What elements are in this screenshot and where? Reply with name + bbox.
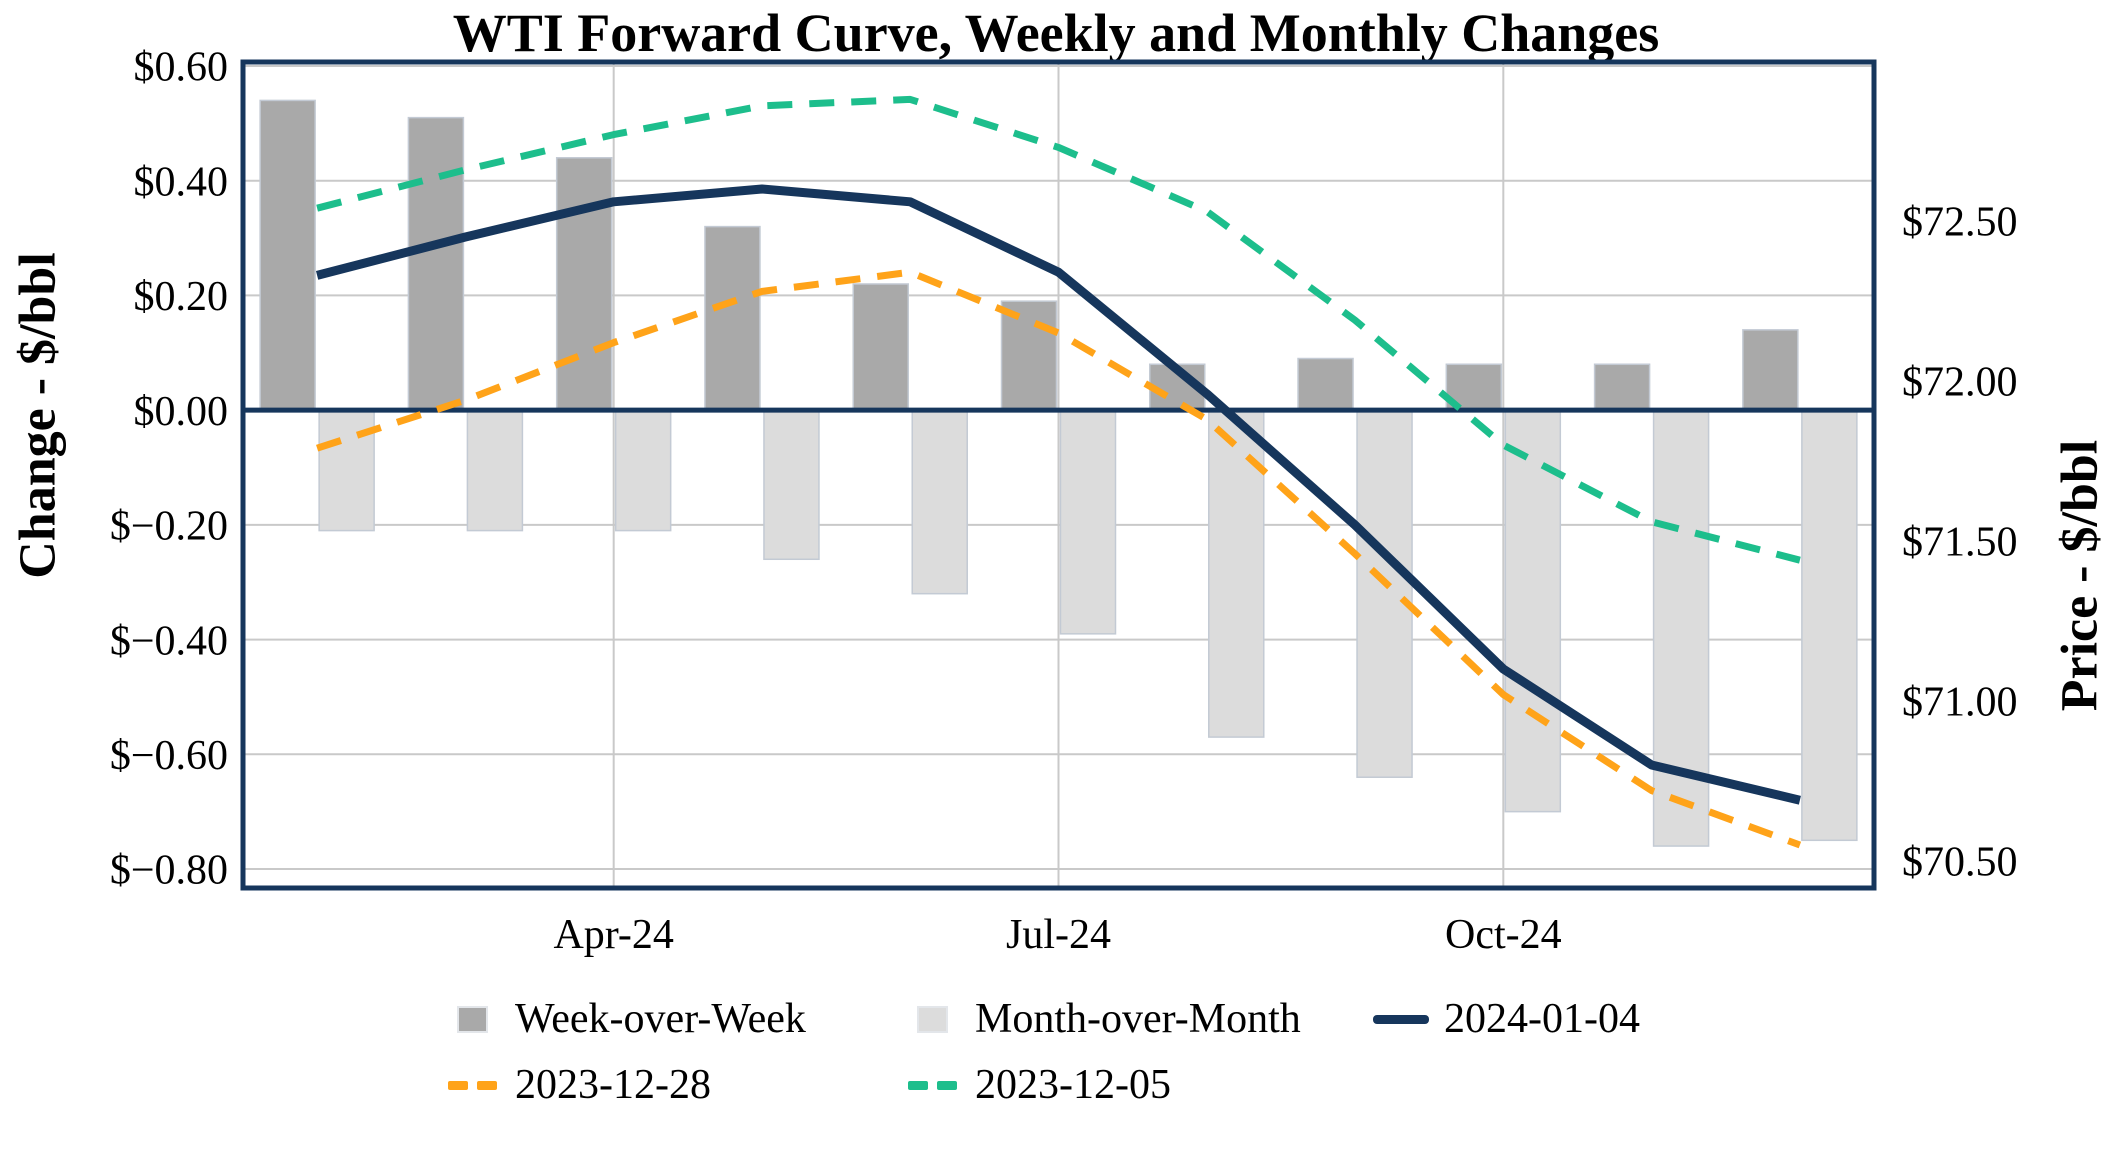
wow-bar: [1742, 329, 1799, 411]
mom-bar: [911, 409, 968, 595]
green-dash-swatch-icon: [903, 1080, 961, 1090]
mom-bar: [1801, 409, 1858, 842]
solid-line-swatch-icon: [1372, 1014, 1430, 1024]
left-axis-tick-label: $0.00: [134, 389, 229, 435]
legend-label: Week-over-Week: [515, 996, 806, 1042]
legend-label: 2023-12-28: [515, 1062, 711, 1108]
legend-item-month-over-month: Month-over-Month: [903, 993, 1301, 1045]
mom-bar: [614, 409, 672, 532]
series-line-2024-01-04: [315, 184, 1801, 805]
left-axis-tick-label: $−0.80: [110, 848, 228, 894]
legend-label: 2024-01-04: [1444, 996, 1640, 1042]
right-axis-tick-label: $70.50: [1902, 840, 2018, 886]
x-axis-tick-label: Oct-24: [1445, 912, 1562, 958]
legend-item-2024-01-04: 2024-01-04: [1372, 993, 1640, 1045]
wow-bar: [852, 283, 909, 411]
wow-bar: [259, 99, 316, 411]
left-axis-tick-label: $−0.40: [110, 618, 228, 664]
plot-frame: [240, 59, 1877, 891]
wow-bar: [555, 157, 613, 411]
left-axis-tick-label: $0.40: [134, 159, 229, 205]
left-axis-tick-label: $0.60: [134, 45, 229, 91]
legend-label: 2023-12-05: [975, 1062, 1171, 1108]
legend-item-2023-12-28: 2023-12-28: [443, 1059, 711, 1111]
right-axis-tick-label: $71.50: [1902, 520, 2018, 566]
left-axis-tick-label: $−0.20: [110, 504, 228, 550]
legend-item-week-over-week: Week-over-Week: [443, 993, 806, 1045]
left-axis-tick-label: $−0.60: [110, 733, 228, 779]
x-axis-tick-label: Jul-24: [1006, 912, 1111, 958]
left-axis-tick-label: $0.20: [134, 274, 229, 320]
legend-item-2023-12-05: 2023-12-05: [903, 1059, 1171, 1111]
mom-bar: [318, 409, 375, 532]
mom-bar: [1504, 409, 1562, 813]
legend-label: Month-over-Month: [975, 996, 1301, 1042]
series-line-2023-12-05: [316, 95, 1801, 564]
right-axis-tick-label: $71.00: [1902, 680, 2018, 726]
right-axis-tick-label: $72.00: [1902, 360, 2018, 406]
wow-bar: [407, 116, 465, 411]
mom-bar: [1356, 409, 1413, 778]
wow-bar: [1000, 300, 1058, 411]
chart-title: WTI Forward Curve, Weekly and Monthly Ch…: [452, 3, 1660, 63]
mom-bar: [1059, 409, 1117, 635]
mom-bar: [763, 409, 820, 561]
orange-dash-swatch-icon: [443, 1080, 501, 1090]
mom-bar: [466, 409, 524, 532]
wow-bar: [1593, 363, 1651, 411]
right-axis-title: Price - $/bbl: [2051, 439, 2109, 712]
x-axis-tick-label: Apr-24: [553, 912, 673, 958]
week-over-week-swatch-icon: [443, 1005, 501, 1033]
wow-bar: [704, 225, 761, 411]
month-over-month-swatch-icon: [903, 1005, 961, 1033]
right-axis-tick-label: $72.50: [1902, 200, 2018, 246]
wow-bar: [1297, 357, 1354, 411]
series-line-2023-12-28: [316, 268, 1802, 849]
